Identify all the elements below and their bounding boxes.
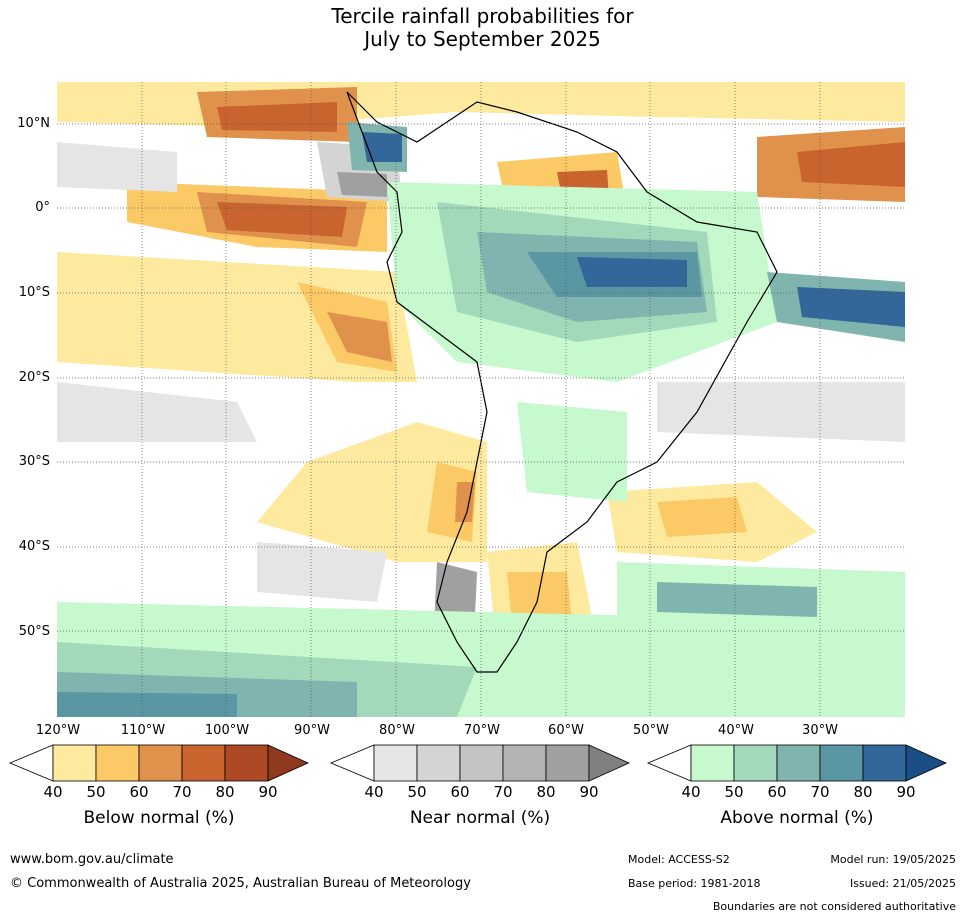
above-tick-70: 70 [810, 783, 830, 801]
above-normal-regions [57, 122, 905, 717]
footer-model: Model: ACCESS-S2 [628, 853, 730, 866]
above-tick-90: 90 [896, 783, 916, 801]
lon-label-30w: 30°W [802, 723, 838, 738]
footer-disclaimer: Boundaries are not considered authoritat… [712, 900, 956, 913]
below-tick-70: 70 [172, 783, 192, 801]
colorbar-below-segment-6 [267, 744, 309, 782]
footer-model-run: Model run: 19/05/2025 [830, 853, 956, 866]
lon-label-100w: 100°W [204, 723, 250, 738]
below-tick-60: 60 [129, 783, 149, 801]
colorbar-above-segment-0 [646, 744, 692, 782]
footer-issued: Issued: 21/05/2025 [849, 877, 956, 890]
above-tick-40: 40 [681, 783, 701, 801]
below-tick-80: 80 [215, 783, 235, 801]
above-tick-80: 80 [853, 783, 873, 801]
colorbar-near-segment-2 [416, 744, 461, 782]
below-tick-50: 50 [86, 783, 106, 801]
lon-label-90w: 90°W [294, 723, 330, 738]
near-tick-40: 40 [364, 783, 384, 801]
lon-label-50w: 50°W [633, 723, 669, 738]
chart-title-line-2: July to September 2025 [364, 27, 601, 51]
colorbar-near-segment-3 [459, 744, 504, 782]
near-tick-50: 50 [407, 783, 427, 801]
below-tick-90: 90 [258, 783, 278, 801]
colorbar-above-normal [646, 744, 947, 782]
probability-map [57, 82, 905, 717]
colorbar-near-segment-6 [588, 744, 630, 782]
lat-label-50s: 50°S [18, 624, 50, 639]
lon-label-70w: 70°W [464, 723, 500, 738]
near-tick-70: 70 [493, 783, 513, 801]
colorbar-above-segment-1 [690, 744, 735, 782]
chart-title-line-1: Tercile rainfall probabilities for [331, 4, 634, 28]
colorbar-below-segment-1 [52, 744, 97, 782]
colorbar-above-segment-5 [862, 744, 907, 782]
footer-copyright: © Commonwealth of Australia 2025, Austra… [10, 876, 471, 891]
colorbar-below-segment-5 [224, 744, 269, 782]
gridlines [57, 82, 905, 717]
colorbar-below-normal [8, 744, 309, 782]
colorbar-title-above: Above normal (%) [720, 808, 874, 828]
below-normal-regions [57, 82, 905, 652]
near-tick-80: 80 [536, 783, 556, 801]
colorbar-above-segment-4 [819, 744, 864, 782]
colorbar-near-segment-0 [329, 744, 375, 782]
colorbar-above-segment-3 [776, 744, 821, 782]
lon-label-80w: 80°W [379, 723, 415, 738]
colorbar-title-below: Below normal (%) [83, 808, 235, 828]
lon-label-40w: 40°W [718, 723, 754, 738]
coastline [346, 91, 778, 673]
colorbar-above-segment-6 [905, 744, 947, 782]
footer-base-period: Base period: 1981-2018 [628, 877, 761, 890]
colorbar-below-segment-4 [181, 744, 226, 782]
footer-website: www.bom.gov.au/climate [10, 852, 174, 867]
above-tick-60: 60 [767, 783, 787, 801]
colorbar-near-normal [329, 744, 630, 782]
lon-label-120w: 120°W [35, 723, 81, 738]
colorbar-below-segment-0 [8, 744, 54, 782]
lat-label-20s: 20°S [18, 370, 50, 385]
lon-label-110w: 110°W [120, 723, 166, 738]
below-tick-40: 40 [43, 783, 63, 801]
lat-label-10n: 10°N [17, 116, 50, 131]
colorbar-above-segment-2 [733, 744, 778, 782]
near-tick-60: 60 [450, 783, 470, 801]
lat-label-30s: 30°S [18, 454, 50, 469]
colorbar-near-segment-1 [373, 744, 418, 782]
above-tick-50: 50 [724, 783, 744, 801]
colorbar-below-segment-3 [138, 744, 183, 782]
lat-label-0: 0° [35, 200, 50, 215]
lat-label-10s: 10°S [18, 285, 50, 300]
near-tick-90: 90 [579, 783, 599, 801]
colorbar-near-segment-5 [545, 744, 590, 782]
colorbar-near-segment-4 [502, 744, 547, 782]
colorbar-title-near: Near normal (%) [409, 808, 551, 828]
colorbar-below-segment-2 [95, 744, 140, 782]
lon-label-60w: 60°W [548, 723, 584, 738]
lat-label-40s: 40°S [18, 539, 50, 554]
